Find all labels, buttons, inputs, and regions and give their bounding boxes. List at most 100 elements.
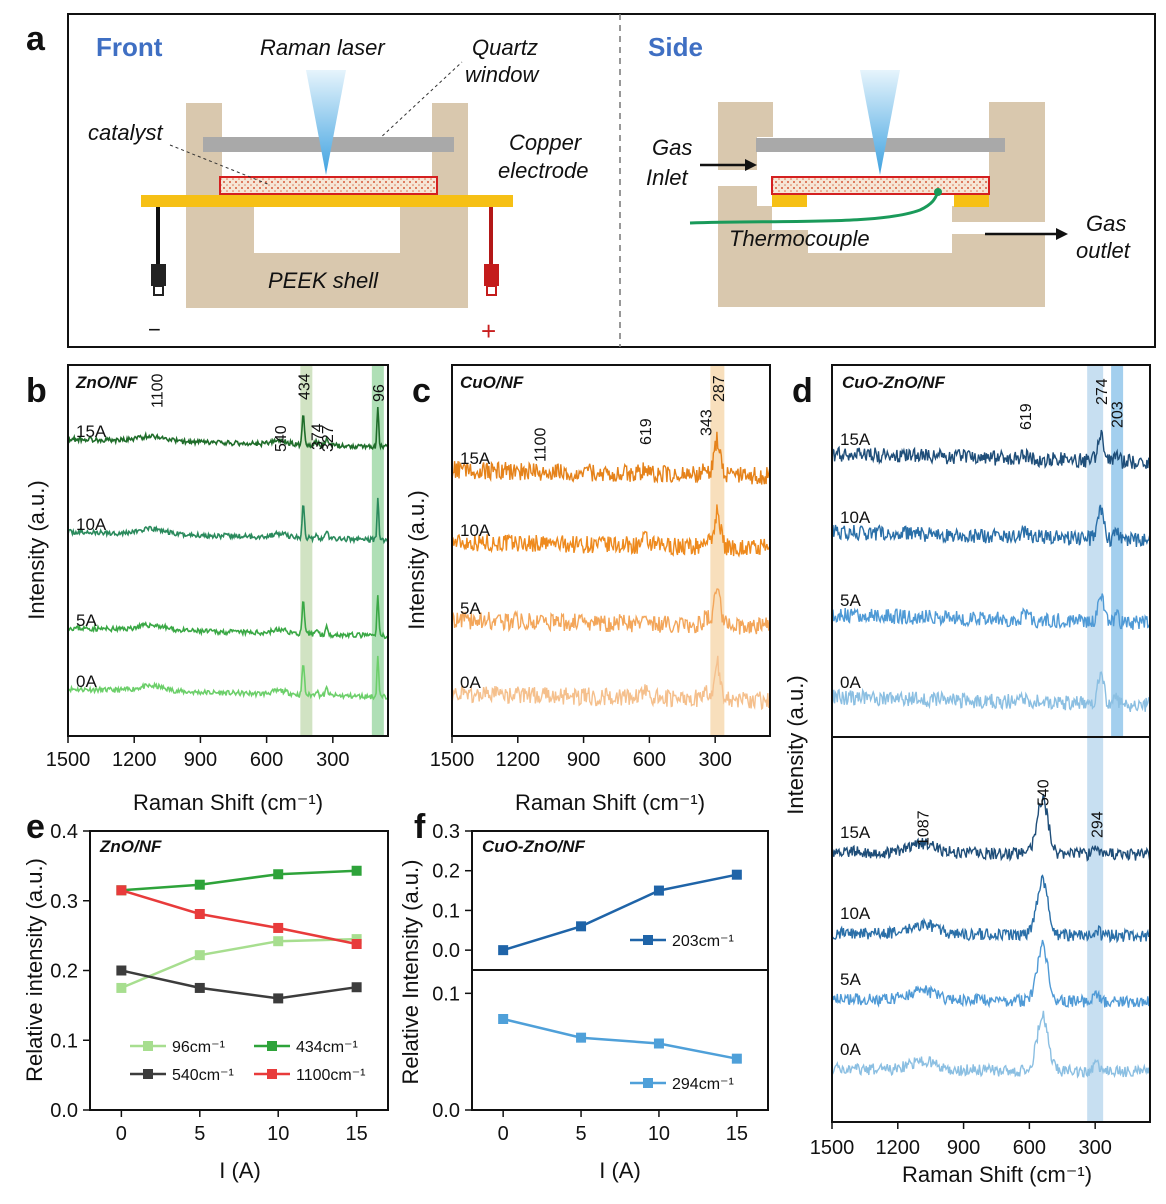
spectrum-5A — [67, 595, 388, 640]
legend-label-203: 203cm⁻¹ — [672, 933, 734, 950]
peak-label-96: 96 — [371, 384, 388, 402]
legend-label-294: 294cm⁻¹ — [672, 1076, 734, 1093]
line-203cm⁻¹ — [502, 873, 738, 952]
y-tick-label-0: 0.0 — [50, 1100, 78, 1122]
side-title: Side — [648, 32, 703, 62]
peak-label-619: 619 — [1018, 403, 1035, 430]
panel-c-label: c — [412, 372, 431, 410]
series-label-5A: 5A — [460, 599, 481, 618]
peek-shell-label: PEEK shell — [268, 268, 379, 293]
marker-540cm⁻¹-0 — [116, 965, 127, 976]
x-tick-label-600: 600 — [250, 749, 283, 771]
panel-c-frame — [451, 364, 771, 737]
highlight-band-0 — [300, 365, 313, 736]
peak-label-1087: 1087 — [916, 810, 933, 846]
panel-b-frame — [67, 364, 389, 737]
legend-label-1100cm⁻¹: 1100cm⁻¹ — [296, 1067, 366, 1084]
quartz-window-label-2: window — [465, 62, 540, 87]
panel-b-title: ZnO/NF — [75, 373, 138, 392]
series-label-top-15A: 15A — [840, 430, 871, 449]
spectrum-top-0A — [831, 671, 1150, 713]
thermocouple-wire — [689, 191, 940, 225]
copper-left-pad — [231, 195, 271, 207]
legend-marker-540cm⁻¹ — [143, 1069, 153, 1079]
y-tick-label-top-0: 0.0 — [432, 940, 460, 962]
raman-laser-label: Raman laser — [260, 35, 386, 60]
x-tick-label-0: 0 — [498, 1123, 509, 1145]
x-axis-title: Raman Shift (cm⁻¹) — [515, 790, 705, 815]
marker-203cm⁻¹-5 — [576, 921, 587, 932]
raman-laser-beam-front — [306, 70, 346, 175]
legend-label-434cm⁻¹: 434cm⁻¹ — [296, 1039, 358, 1056]
marker-540cm⁻¹-5 — [194, 982, 205, 993]
copper-label-1: Copper — [509, 130, 583, 155]
peak-label-203: 203 — [1109, 401, 1126, 428]
legend-marker-1100cm⁻¹ — [267, 1069, 277, 1079]
marker-294cm⁻¹-5 — [576, 1032, 587, 1043]
marker-96cm⁻¹-5 — [194, 950, 205, 961]
x-tick-label-15: 15 — [726, 1123, 748, 1145]
peak-label-343: 343 — [699, 409, 716, 436]
peak-label-274: 274 — [1094, 378, 1111, 405]
x-tick-label-1500: 1500 — [810, 1137, 855, 1159]
highlight-band-203 — [1111, 365, 1124, 737]
marker-96cm⁻¹-0 — [116, 982, 127, 993]
minus-sign: − — [148, 317, 161, 342]
catalyst-front — [219, 176, 438, 195]
spectrum-bottom-5A — [831, 939, 1151, 1009]
panel-d-label: d — [792, 372, 813, 410]
panel-b-label: b — [26, 372, 47, 410]
panel-a-label: a — [26, 20, 46, 58]
marker-294cm⁻¹-15 — [731, 1053, 742, 1064]
spectrum-15A — [67, 406, 389, 451]
marker-540cm⁻¹-15 — [351, 982, 362, 993]
x-axis-title: Raman Shift (cm⁻¹) — [902, 1162, 1092, 1187]
side-shell-right — [952, 102, 1045, 222]
spectrum-bottom-15A — [831, 793, 1151, 862]
marker-203cm⁻¹-15 — [731, 869, 742, 880]
front-title: Front — [96, 32, 163, 62]
panel-d-title: CuO-ZnO/NF — [842, 373, 946, 392]
line-434cm⁻¹ — [121, 869, 357, 892]
series-label-0A: 0A — [76, 672, 97, 691]
peak-label-374: 374 — [309, 423, 326, 450]
x-tick-label-1500: 1500 — [46, 749, 91, 771]
y-tick-label-top-0.1: 0.1 — [432, 900, 460, 922]
marker-434cm⁻¹-15 — [351, 865, 362, 876]
panel-e-chart: e 0.0 0.1 0.2 0.3 0.4 0 5 10 15 ZnO/NF 96cm⁻¹ 434cm⁻… — [22, 808, 389, 1183]
series-label-top-5A: 5A — [840, 591, 861, 610]
legend-marker-294 — [643, 1078, 653, 1088]
highlight-band-294 — [1087, 365, 1104, 1122]
x-tick-label-5: 5 — [194, 1123, 205, 1145]
peak-label-287: 287 — [711, 375, 728, 402]
legend-label-540cm⁻¹: 540cm⁻¹ — [172, 1067, 234, 1084]
thermocouple-label: Thermocouple — [729, 226, 870, 251]
marker-1100cm⁻¹-5 — [194, 909, 205, 920]
peak-label-434: 434 — [296, 373, 313, 400]
panel-f-chart: f 0.0 0.1 0.2 0.3 0.0 0.1 0 5 10 15 CuO-ZnO/NF 203cm… — [398, 808, 769, 1183]
panel-e-label: e — [26, 808, 45, 846]
legend-label-96cm⁻¹: 96cm⁻¹ — [172, 1039, 225, 1056]
spectrum-0A — [67, 655, 389, 701]
peak-label-1100: 1100 — [533, 427, 550, 462]
x-tick-label-1200: 1200 — [112, 749, 157, 771]
series-label-15A: 15A — [76, 422, 107, 441]
x-tick-label-1200: 1200 — [496, 749, 541, 771]
legend-marker-203 — [643, 935, 653, 945]
x-axis-title: I (A) — [599, 1158, 641, 1183]
series-label-10A: 10A — [460, 521, 491, 540]
spectrum-top-15A — [831, 429, 1151, 470]
x-tick-label-10: 10 — [267, 1123, 289, 1145]
raman-laser-beam-side — [860, 70, 900, 175]
marker-294cm⁻¹-10 — [653, 1038, 664, 1049]
panel-e-title: ZnO/NF — [99, 837, 162, 856]
x-tick-label-300: 300 — [1078, 1137, 1111, 1159]
legend-marker-96cm⁻¹ — [143, 1041, 153, 1051]
marker-434cm⁻¹-10 — [273, 869, 284, 880]
panel-a-schematic: a Front Raman laser Quartz window cataly… — [26, 13, 1156, 348]
copper-electrode — [141, 195, 513, 207]
peak-label-540: 540 — [1036, 779, 1053, 806]
panel-c-title: CuO/NF — [460, 373, 524, 392]
x-axis-title: I (A) — [219, 1158, 261, 1183]
